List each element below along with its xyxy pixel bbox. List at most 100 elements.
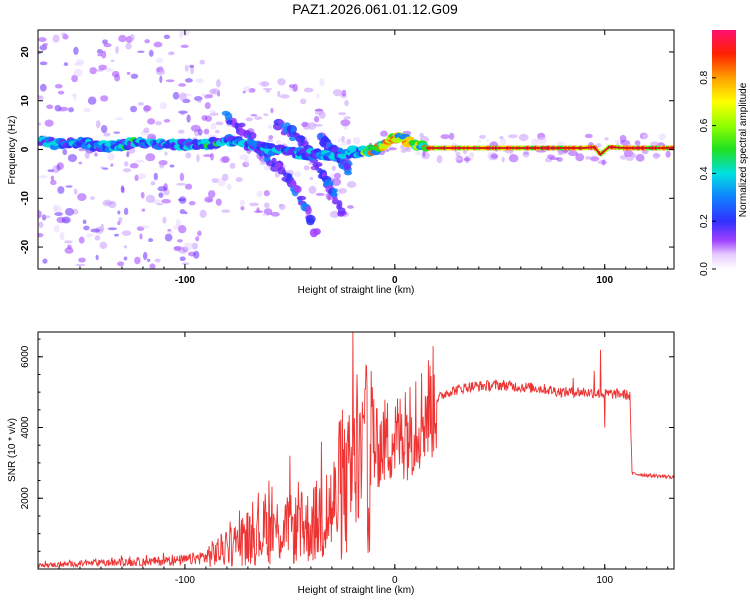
colorbar-label: Normalized spectral amplitude — [738, 82, 749, 217]
spectrogram-blob — [468, 152, 474, 161]
spectrogram-blob — [163, 34, 171, 40]
spectrogram-blob — [84, 151, 90, 159]
spectrogram-blob — [642, 133, 647, 140]
spectrogram-blob — [62, 148, 68, 156]
spectrogram-blob — [179, 209, 186, 215]
snr-y-tick-label: 6000 — [20, 345, 31, 368]
spectrogram-blob — [165, 79, 175, 83]
spectrogram-blob — [536, 137, 547, 145]
spectrogram-blob — [585, 155, 592, 160]
spectrogram-blob — [177, 129, 185, 134]
spectrogram-blob — [172, 91, 180, 100]
spectrogram-blob — [184, 211, 188, 215]
spectrogram-blob — [65, 207, 75, 216]
spectrogram-blob — [414, 151, 422, 156]
spectrogram-blob — [73, 46, 79, 55]
spectrogram-blob — [104, 67, 114, 72]
spectrogram-blob — [209, 88, 217, 95]
spectrogram-blob — [634, 140, 641, 146]
spectrogram-y-tick-label: -20 — [20, 239, 31, 254]
spectrogram-blob — [94, 235, 101, 241]
spectrogram-blob — [508, 134, 518, 139]
spectrogram-blob — [204, 102, 211, 110]
spectrogram-blob — [536, 150, 547, 153]
spectrogram-blob — [262, 213, 267, 217]
spectrogram-blob — [601, 159, 606, 166]
spectrogram-blob — [107, 152, 115, 161]
spectrogram-blob — [343, 116, 352, 120]
spectrogram-blob — [221, 173, 229, 181]
spectrogram-blob — [215, 79, 221, 88]
spectrogram-blob — [138, 102, 145, 106]
spectrogram-blob — [584, 133, 593, 139]
spectrogram-blob — [254, 116, 263, 120]
spectrogram-blob — [95, 120, 101, 129]
spectrogram-blob — [179, 256, 186, 262]
spectrogram-branch-blob — [337, 200, 343, 209]
spectrogram-branch-blob — [304, 205, 312, 215]
spectrogram-blob — [42, 215, 51, 219]
spectrogram-blob — [100, 125, 108, 134]
spectrogram-blob — [134, 159, 145, 163]
spectrogram-blob — [338, 187, 347, 194]
spectrogram-blob — [140, 225, 150, 229]
spectrogram-branch-blob — [331, 188, 338, 193]
spectrogram-blob — [308, 185, 317, 194]
spectrogram-blob — [101, 50, 107, 59]
spectrogram-blob — [103, 43, 112, 48]
spectrogram-blob — [58, 106, 69, 112]
spectrogram-blob — [388, 147, 397, 151]
spectrogram-blob — [346, 181, 357, 188]
spectrogram-blob — [38, 210, 42, 219]
snr-y-label: SNR (10 * v/v) — [7, 418, 18, 482]
spectrogram-blob — [486, 138, 490, 142]
spectrogram-x-ticks: -100 0 100 — [58, 30, 669, 286]
spectrogram-y-tick-label: -10 — [20, 191, 31, 206]
snr-x-tick-label: 100 — [596, 575, 613, 586]
spectrogram-blob — [94, 152, 98, 157]
spectrogram-blob — [313, 123, 323, 127]
spectrogram-blob — [143, 127, 150, 133]
spectrogram-blob — [50, 175, 55, 181]
snr-y-tick-label: 4000 — [20, 416, 31, 439]
spectrogram-blob — [253, 210, 264, 214]
spectrogram-blob — [153, 172, 158, 181]
spectrogram-blob — [639, 156, 645, 161]
spectrogram-blob — [260, 81, 270, 87]
spectrogram-blob — [270, 211, 280, 217]
spectrogram-blob — [54, 211, 64, 217]
spectrogram-blob — [499, 136, 504, 140]
spectrogram-blob — [142, 251, 148, 261]
spectrogram-blob — [100, 223, 105, 232]
spectrogram-blob — [245, 117, 254, 122]
spectrogram-blob — [341, 135, 345, 143]
spectrogram-blob — [556, 157, 563, 162]
spectrogram-blob — [82, 107, 91, 113]
spectrogram-blob — [604, 137, 609, 141]
spectrogram-branch-blob — [271, 157, 277, 164]
spectrogram-blob — [147, 118, 156, 125]
spectrogram-branch-blob — [343, 161, 349, 170]
spectrogram-blob — [340, 119, 351, 127]
spectrogram-blob — [83, 225, 90, 231]
spectrogram-blob — [111, 70, 120, 78]
spectrogram-blob — [54, 84, 63, 89]
spectrogram-blob — [193, 250, 200, 259]
spectrogram-blob — [235, 177, 243, 183]
spectrogram-blob — [268, 135, 274, 140]
spectrogram-blob — [100, 95, 109, 102]
spectrogram-blob — [134, 256, 141, 265]
spectrogram-y-label: Frequency (Hz) — [7, 116, 18, 185]
spectrogram-blob — [197, 99, 202, 103]
spectrogram-blob — [210, 122, 217, 130]
spectrogram-blob — [239, 199, 245, 207]
spectrogram-blob — [113, 131, 121, 134]
spectrogram-blob — [556, 141, 566, 147]
spectrogram-blob — [175, 218, 181, 228]
spectrogram-blob — [263, 202, 270, 209]
spectrogram-blob — [191, 242, 198, 250]
spectrogram-branch-blob — [293, 185, 302, 194]
spectrogram-blob — [64, 247, 74, 254]
spectrogram-blob — [130, 73, 139, 79]
